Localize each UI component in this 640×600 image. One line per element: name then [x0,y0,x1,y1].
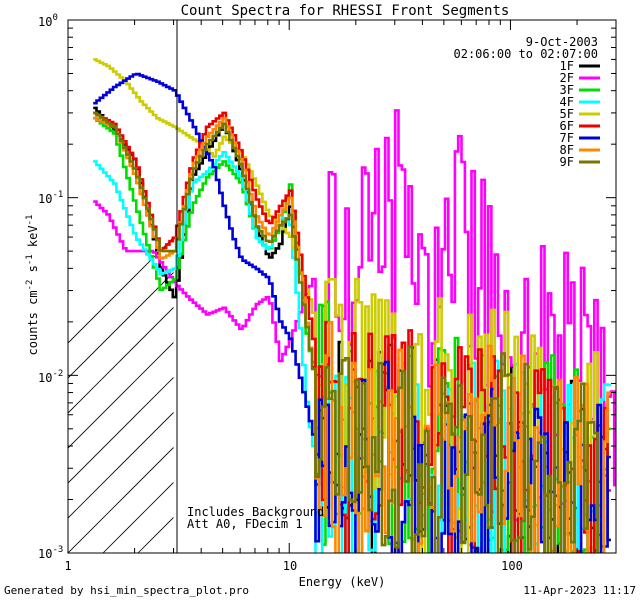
y-tick-label: 10-3 [38,545,63,561]
hatch-line [68,376,174,484]
legend-label: 2F [560,71,574,85]
axis-ticks [67,19,617,554]
legend-entry-4f: 4F [560,95,600,109]
legend-entry-1f: 1F [560,59,600,73]
y-axis-label: counts cm-2 s-1 keV-1 [25,215,40,356]
legend-entry-6f: 6F [560,119,600,133]
annotation-background: Includes Background [187,505,324,519]
y-tick-label: 10-1 [38,190,63,206]
legend-label: 8F [560,143,574,157]
timestamp-footer: 11-Apr-2023 11:17 [523,584,636,597]
series-line-5f [93,58,599,553]
generator-footer: Generated by hsi_min_spectra_plot.pro [4,584,249,597]
chart-title: Count Spectra for RHESSI Front Segments [181,3,510,19]
y-tick-label: 100 [38,13,58,29]
date-label: 9-Oct-2003 [526,35,598,49]
legend-label: 1F [560,59,574,73]
legend-label: 7F [560,131,574,145]
time-range-label: 02:06:00 to 02:07:00 [454,47,599,61]
legend: 1F 2F 3F 4F 5F 6F 7F 8F [560,59,600,169]
hatch-line [68,446,174,553]
legend-entry-2f: 2F [560,71,600,85]
x-tick-label: 100 [501,559,523,573]
legend-entry-8f: 8F [560,143,600,157]
plot-frame [67,19,617,554]
legend-entry-7f: 7F [560,131,600,145]
x-tick-label: 1 [64,559,71,573]
spectra-series-group [93,58,616,553]
legend-entry-3f: 3F [560,83,600,97]
legend-label: 9F [560,155,574,169]
x-axis-label: Energy (keV) [299,575,386,589]
legend-label: 6F [560,119,574,133]
legend-entry-5f: 5F [560,107,600,121]
series-line-9f [93,111,599,553]
legend-label: 4F [560,95,574,109]
annotation-attenuator: Att A0, FDecim 1 [187,517,303,531]
hatch-line [68,236,174,344]
legend-label: 5F [560,107,574,121]
legend-entry-9f: 9F [560,155,600,169]
y-tick-label: 10-2 [38,369,63,385]
legend-label: 3F [560,83,574,97]
hatch-line [68,411,174,519]
x-tick-label: 10 [283,559,297,573]
